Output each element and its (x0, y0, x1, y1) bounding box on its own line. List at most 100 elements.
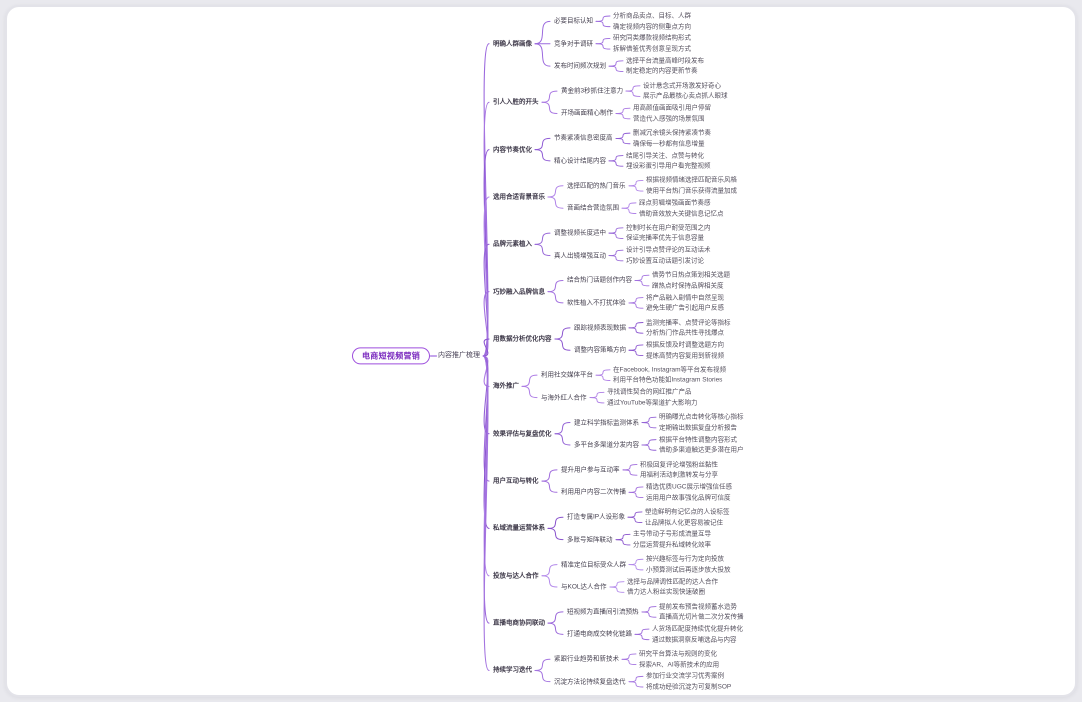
group-node[interactable]: 短视频为直播间引流预热 (567, 608, 639, 616)
group-node[interactable]: 结合热门话题创作内容 (567, 276, 632, 284)
group-node[interactable]: 多账号矩阵联动 (567, 535, 613, 543)
leaf-node[interactable]: 分析商品卖点、目标、人群 (613, 12, 691, 20)
leaf-node[interactable]: 研究同类爆款视频结构形式 (613, 34, 691, 42)
leaf-node[interactable]: 根据视频情绪选择匹配音乐风格 (646, 176, 737, 184)
leaf-node[interactable]: 明确曝光点击转化等核心指标 (659, 413, 744, 421)
leaf-node[interactable]: 营造代入感强的场景氛围 (633, 115, 705, 123)
branch-node[interactable]: 用户互动与转化 (493, 477, 539, 485)
group-node[interactable]: 跟踪视频表现数据 (574, 324, 626, 332)
branch-node[interactable]: 持续学习迭代 (493, 666, 532, 674)
leaf-node[interactable]: 塑造鲜明有记忆点的人设标签 (645, 508, 730, 516)
group-node[interactable]: 开场画面精心制作 (561, 109, 613, 117)
leaf-node[interactable]: 将产品融入剧情中自然呈现 (646, 293, 724, 301)
leaf-node[interactable]: 直播高光切片做二次分发传播 (659, 613, 744, 621)
branch-node[interactable]: 品牌元素植入 (493, 240, 532, 248)
leaf-node[interactable]: 选择与品牌调性匹配的达人合作 (627, 577, 718, 585)
leaf-node[interactable]: 分层运营提升私域转化效率 (633, 541, 711, 549)
group-node[interactable]: 调整视频长度适中 (554, 229, 606, 237)
leaf-node[interactable]: 设计引导点赞评论的互动话术 (626, 246, 711, 254)
group-node[interactable]: 精准定位目标受众人群 (561, 560, 626, 568)
branch-node[interactable]: 私域流量运营体系 (493, 524, 545, 532)
leaf-node[interactable]: 确保每一秒都有信息增量 (633, 140, 705, 147)
leaf-node[interactable]: 控制时长在用户耐受范围之内 (626, 224, 711, 232)
leaf-node[interactable]: 确定视频内容的侧重点方向 (613, 22, 691, 30)
leaf-node[interactable]: 人货场匹配度持续优化提升转化 (652, 625, 743, 633)
leaf-node[interactable]: 通过数据洞察反哺选品与内容 (652, 635, 737, 643)
leaf-node[interactable]: 展示产品最核心卖点抓人眼球 (643, 92, 728, 100)
leaf-node[interactable]: 积极回复评论增强粉丝黏性 (640, 460, 718, 468)
group-node[interactable]: 紧跟行业趋势和新技术 (554, 655, 619, 663)
group-node[interactable]: 精心设计结尾内容 (554, 157, 606, 165)
group-node[interactable]: 利用用户内容二次传播 (561, 488, 626, 496)
level1-node[interactable]: 内容推广梳理 (438, 351, 480, 359)
leaf-node[interactable]: 根据反馈及时调整选题方向 (646, 341, 724, 349)
group-node[interactable]: 黄金前3秒抓住注意力 (561, 87, 624, 95)
leaf-node[interactable]: 避免生硬广告引起用户反感 (646, 304, 724, 312)
leaf-node[interactable]: 选择平台流量高峰时段发布 (626, 57, 704, 65)
leaf-node[interactable]: 在Facebook, Instagram等平台发布视频 (613, 366, 727, 374)
group-node[interactable]: 发布时间频次规划 (554, 62, 606, 70)
branch-node[interactable]: 海外推广 (493, 382, 519, 390)
leaf-node[interactable]: 结尾引导关注、点赞与转化 (626, 151, 704, 159)
leaf-node[interactable]: 蹭热点时保持品牌相关度 (652, 282, 724, 290)
leaf-node[interactable]: 制定稳定的内容更新节奏 (626, 67, 698, 75)
group-node[interactable]: 提升用户参与互动率 (561, 466, 620, 474)
branch-node[interactable]: 投放与达人合作 (493, 572, 539, 580)
leaf-node[interactable]: 借势节日热点策划相关选题 (652, 271, 730, 279)
leaf-node[interactable]: 监测完播率、点赞评论等指标 (646, 318, 731, 326)
group-node[interactable]: 打造专属IP人设形象 (567, 513, 626, 521)
leaf-node[interactable]: 借助音效放大关键信息记忆点 (639, 209, 724, 217)
leaf-node[interactable]: 根据平台特性调整内容形式 (659, 435, 737, 443)
leaf-node[interactable]: 用高颜值画面吸引用户停留 (633, 104, 711, 112)
leaf-node[interactable]: 小预算测试后再逐步放大投放 (646, 566, 731, 574)
leaf-node[interactable]: 用福利活动刺激转发与分享 (640, 471, 718, 479)
group-node[interactable]: 竞争对手调研 (554, 39, 593, 47)
leaf-node[interactable]: 埋设彩蛋引导用户看完整视频 (626, 162, 711, 170)
branch-node[interactable]: 选用合适背景音乐 (493, 193, 545, 201)
branch-node[interactable]: 明确人群画像 (493, 39, 532, 47)
leaf-node[interactable]: 探索AR、AI等新技术的应用 (639, 660, 720, 668)
branch-node[interactable]: 用数据分析优化内容 (493, 335, 552, 343)
leaf-node[interactable]: 利用平台特色功能如Instagram Stories (613, 376, 723, 384)
group-node[interactable]: 选择匹配的热门音乐 (567, 182, 626, 190)
leaf-node[interactable]: 分析热门作品共性寻找爆点 (646, 329, 724, 337)
group-node[interactable]: 打通电商成交转化链路 (567, 630, 632, 638)
leaf-node[interactable]: 按兴趣标签与行为定向投放 (646, 555, 724, 563)
leaf-node[interactable]: 使用平台热门音乐获得流量加成 (646, 187, 737, 195)
root-node[interactable]: 电商短视频营销 (352, 347, 431, 365)
branch-node[interactable]: 巧妙融入品牌信息 (493, 287, 545, 295)
leaf-node[interactable]: 拆解借鉴优秀创意呈现方式 (613, 45, 691, 53)
leaf-node[interactable]: 提炼高赞内容复用到新视频 (646, 351, 724, 359)
leaf-node[interactable]: 踩点剪辑增强画面节奏感 (639, 199, 711, 207)
branch-node[interactable]: 引人入胜的开头 (493, 98, 539, 106)
leaf-node[interactable]: 寻找调性契合的网红推广产品 (607, 388, 692, 396)
leaf-node[interactable]: 研究平台算法与规则的变化 (639, 650, 717, 658)
leaf-node[interactable]: 设计悬念式开场激发好奇心 (643, 82, 721, 90)
leaf-node[interactable]: 提前发布预告视频蓄水造势 (659, 602, 737, 610)
group-node[interactable]: 多平台多渠道分发内容 (574, 441, 639, 449)
leaf-node[interactable]: 运用用户故事强化品牌可信度 (646, 493, 731, 501)
leaf-node[interactable]: 借助多渠道触达更多潜在用户 (659, 446, 744, 454)
branch-node[interactable]: 直播电商协同联动 (493, 619, 545, 627)
branch-node[interactable]: 效果评估与复盘优化 (493, 429, 552, 437)
group-node[interactable]: 真人出镜增强互动 (554, 251, 606, 259)
group-node[interactable]: 音画结合营造氛围 (567, 204, 619, 212)
leaf-node[interactable]: 将成功经验沉淀为可复制SOP (646, 683, 732, 691)
leaf-node[interactable]: 定期输出数据复盘分析报告 (659, 424, 737, 432)
group-node[interactable]: 建立科学指标监测体系 (574, 418, 639, 426)
leaf-node[interactable]: 借力达人粉丝实现快速破圈 (627, 588, 705, 596)
group-node[interactable]: 软性植入不打扰体验 (567, 299, 626, 307)
leaf-node[interactable]: 删减冗余镜头保持紧凑节奏 (633, 129, 711, 137)
leaf-node[interactable]: 让品牌拟人化更容易被记住 (645, 518, 723, 526)
group-node[interactable]: 必要目标认知 (554, 17, 593, 25)
group-node[interactable]: 与海外红人合作 (541, 393, 587, 401)
group-node[interactable]: 沉淀方法论持续复盘迭代 (554, 677, 626, 685)
group-node[interactable]: 节奏紧凑信息密度高 (554, 134, 613, 142)
leaf-node[interactable]: 保证完播率优先于信息容量 (626, 234, 704, 242)
leaf-node[interactable]: 参加行业交流学习优秀案例 (646, 672, 724, 680)
branch-node[interactable]: 内容节奏优化 (493, 145, 532, 153)
leaf-node[interactable]: 主号带动子号形成流量互导 (633, 530, 711, 538)
group-node[interactable]: 调整内容策略方向 (574, 346, 626, 354)
group-node[interactable]: 利用社交媒体平台 (541, 371, 593, 379)
